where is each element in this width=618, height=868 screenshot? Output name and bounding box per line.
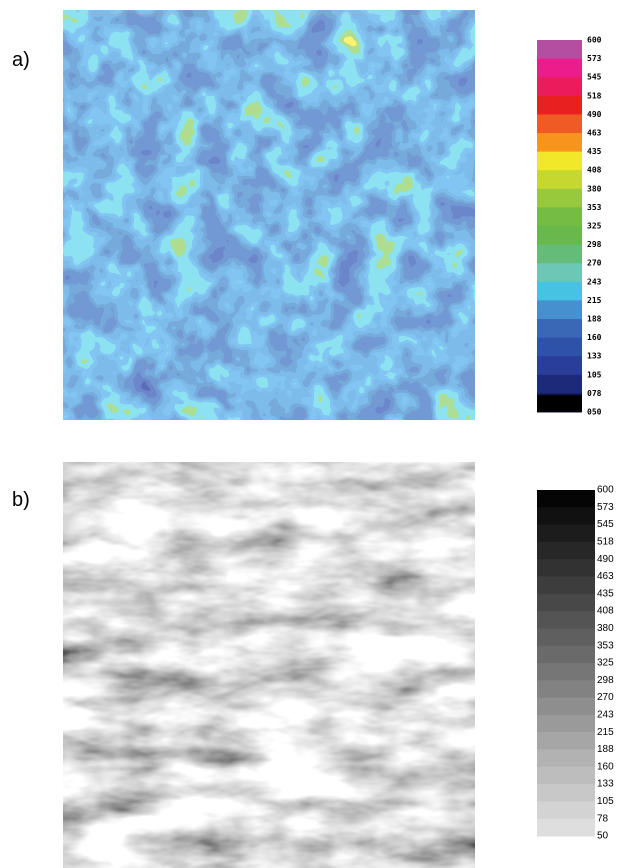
colorbar-label: 518 (597, 537, 614, 548)
colorbar-segment (537, 714, 595, 733)
colorbar-label: 490 (597, 554, 614, 565)
colorbar-label: 463 (587, 129, 602, 138)
colorbar-label: 380 (587, 184, 602, 193)
colorbar-segment (537, 244, 582, 264)
colorbar-segment (537, 559, 595, 577)
colorbar-label: 435 (587, 147, 602, 156)
colorbar-label: 600 (587, 36, 602, 45)
colorbar-label: 463 (597, 571, 614, 582)
colorbar-label: 545 (597, 519, 614, 530)
colorbar-segment (537, 645, 595, 664)
colorbar-label: 325 (597, 658, 614, 669)
colorbar-segment (537, 766, 595, 785)
colorbar-segment (537, 524, 595, 543)
colorbar-label: 78 (597, 813, 609, 824)
colorbar-segment (537, 507, 595, 526)
colorbar-label: 325 (587, 222, 602, 231)
colorbar-label: 408 (587, 166, 602, 175)
colorbar-segment (537, 151, 582, 171)
colorbar-label: 105 (587, 370, 602, 379)
colorbar-segment (537, 300, 582, 320)
panel-label: b) (12, 489, 30, 511)
colorbar-label: 243 (597, 710, 614, 721)
panel-label: a) (12, 49, 30, 71)
colorbar-segment (537, 818, 595, 837)
colorbar-segment (537, 281, 582, 301)
colorbar-label: 298 (587, 240, 602, 249)
colorbar-label: 600 (597, 485, 614, 496)
colorbar-segment (537, 263, 582, 283)
colorbar-label: 133 (587, 352, 602, 361)
colorbar-segment (537, 749, 595, 768)
colorbar-segment (537, 732, 595, 750)
colorbar-segment (537, 663, 595, 681)
colorbar-label: 490 (587, 110, 602, 119)
colorbar-label: 380 (597, 623, 614, 634)
colorbar-label: 573 (597, 502, 614, 513)
colorbar-segment (537, 319, 582, 339)
colorbar-label: 270 (597, 692, 614, 703)
colorbar-label: 408 (597, 606, 614, 617)
colorbar-segment (537, 784, 595, 802)
colorbar-label: 353 (597, 640, 614, 651)
colorbar-label: 270 (587, 259, 602, 268)
colorbar-label: 050 (587, 408, 602, 417)
colorbar-segment (537, 395, 582, 412)
colorbar-label: 188 (587, 315, 602, 324)
colorbars: 600 573 545 518 490 463 435 408 380 353 325 298 270 2… (537, 36, 614, 842)
colorbar-label: 078 (587, 389, 602, 398)
colorbar-segment (537, 58, 582, 78)
colorbar-label: 545 (587, 73, 602, 82)
colorbar-segment (537, 490, 595, 508)
colorbar-segment (537, 801, 595, 820)
colorbar-segment (537, 576, 595, 595)
colorbar-label: 215 (587, 296, 602, 305)
colorbar-segment (537, 356, 582, 376)
colorbar-segment (537, 133, 582, 153)
colorbar-segment (537, 170, 582, 190)
heatmap-image (63, 10, 475, 420)
colorbar-label: 573 (587, 54, 602, 63)
colorbar-segment (537, 226, 582, 246)
colorbar-segment (537, 374, 582, 394)
colorbar-segment (537, 40, 582, 60)
colorbar-segment (537, 593, 595, 612)
colorbar-segment (537, 77, 582, 97)
colorbar-label: 105 (597, 796, 614, 807)
colorbar-label: 518 (587, 91, 602, 100)
colorbar-label: 160 (587, 333, 602, 342)
grayscale-image (63, 462, 475, 868)
colorbar-label: 133 (597, 779, 614, 790)
colorbar-label: 188 (597, 744, 614, 755)
colorbar-label: 298 (597, 675, 614, 686)
colorbar-segment (537, 337, 582, 357)
colorbar-label: 160 (597, 761, 614, 772)
colorbar-segment (537, 207, 582, 227)
colorbar-label: 435 (597, 588, 614, 599)
colorbar-segment (537, 114, 582, 134)
colorbar-segment (537, 188, 582, 208)
colorbar-segment (537, 628, 595, 647)
colorbar-label: 353 (587, 203, 602, 212)
colorbar-segment (537, 697, 595, 716)
colorbar-segment (537, 680, 595, 699)
colorbar-label: 243 (587, 277, 602, 286)
colorbar-segment (537, 541, 595, 560)
colorbar-label: 215 (597, 727, 614, 738)
colorbar-segment (537, 611, 595, 629)
colorbar-segment (537, 95, 582, 115)
colorbar-label: 50 (597, 831, 609, 842)
